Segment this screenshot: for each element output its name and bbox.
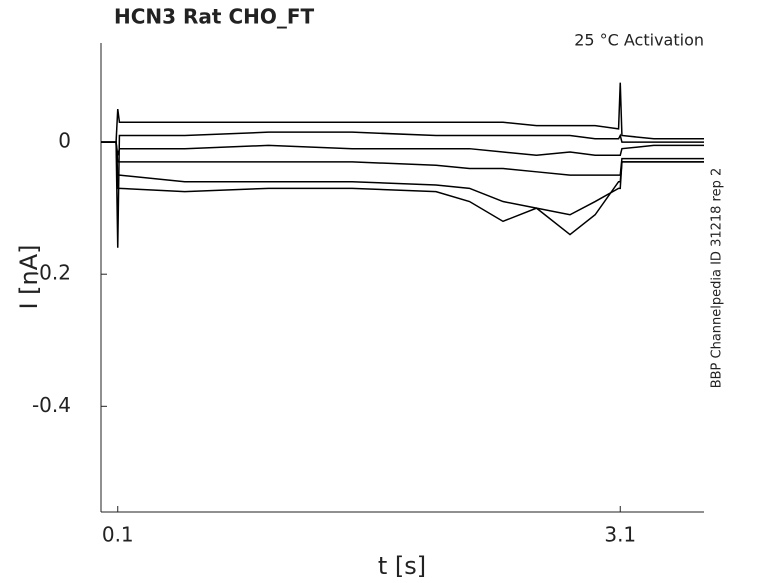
side-note: BBP Channelpedia ID 31218 rep 2 xyxy=(710,168,725,389)
trace xyxy=(101,141,704,216)
trace xyxy=(101,141,704,157)
trace xyxy=(101,82,704,143)
x-axis-label: t [s] xyxy=(378,552,426,580)
y-axis-label: I [nA] xyxy=(15,244,43,309)
x-tick-label: 3.1 xyxy=(604,523,636,547)
trace xyxy=(101,141,704,236)
y-tick-label: 0 xyxy=(58,129,71,153)
chart-title: HCN3 Rat CHO_FT xyxy=(114,5,315,29)
x-tick-label: 0.1 xyxy=(102,523,134,547)
y-tick-label: -0.4 xyxy=(32,393,71,417)
y-tick-label: -0.2 xyxy=(32,261,71,285)
trace xyxy=(101,131,704,248)
trace xyxy=(101,141,704,176)
annotation: 25 °C Activation xyxy=(574,31,704,50)
